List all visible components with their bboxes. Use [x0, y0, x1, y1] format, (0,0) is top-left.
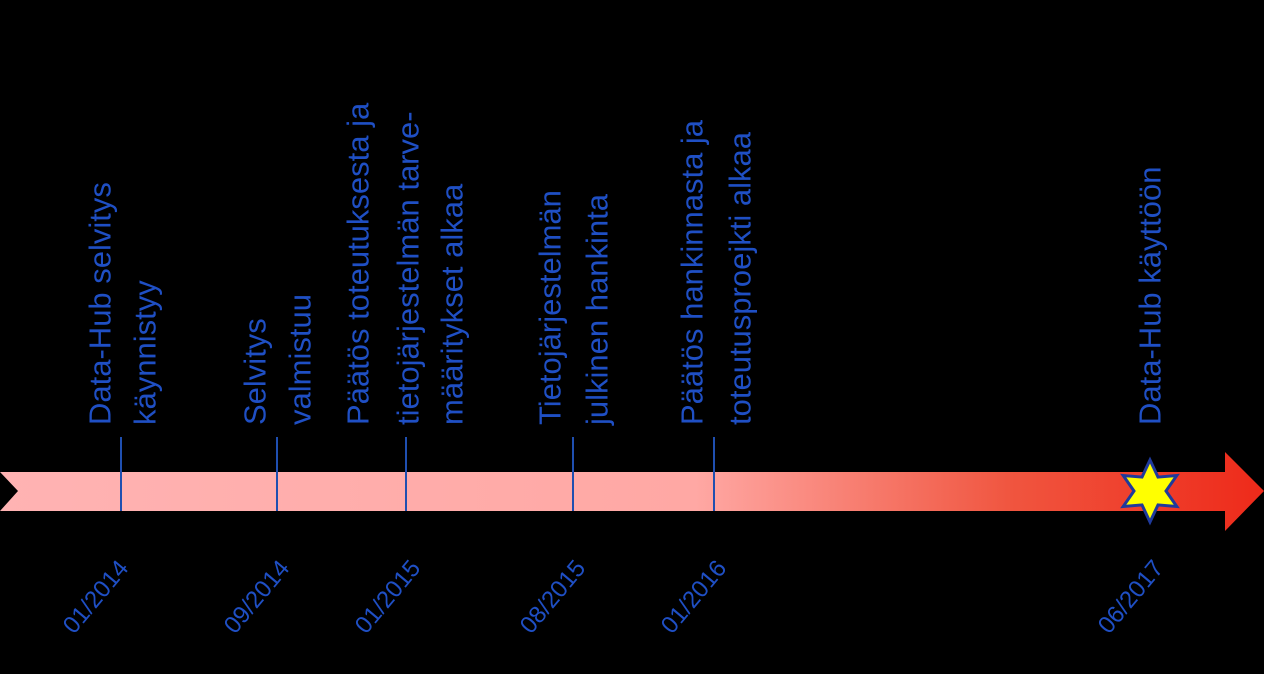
event-label: toteutusproejkti alkaa [723, 131, 758, 425]
event-label: valmistuu [283, 294, 318, 425]
event-label: Päätös toteutuksesta ja [341, 102, 376, 425]
event-label: tietojärjestelmän tarve- [391, 111, 426, 425]
event-label: Tietojärjestelmän [533, 190, 568, 425]
event-label: Päätös hankinnasta ja [675, 119, 710, 425]
star [1120, 456, 1180, 526]
event-label: Selvitys [238, 318, 273, 425]
event-label: julkinen hankinta [580, 193, 615, 426]
event-label: käynnistyy [128, 280, 163, 425]
timeline-arrow [0, 452, 1264, 531]
event-label: määritykset alkaa [435, 183, 470, 425]
event-label: Data-Hub selvitys [83, 182, 118, 425]
event-label: Data-Hub käyttöön [1133, 167, 1168, 425]
